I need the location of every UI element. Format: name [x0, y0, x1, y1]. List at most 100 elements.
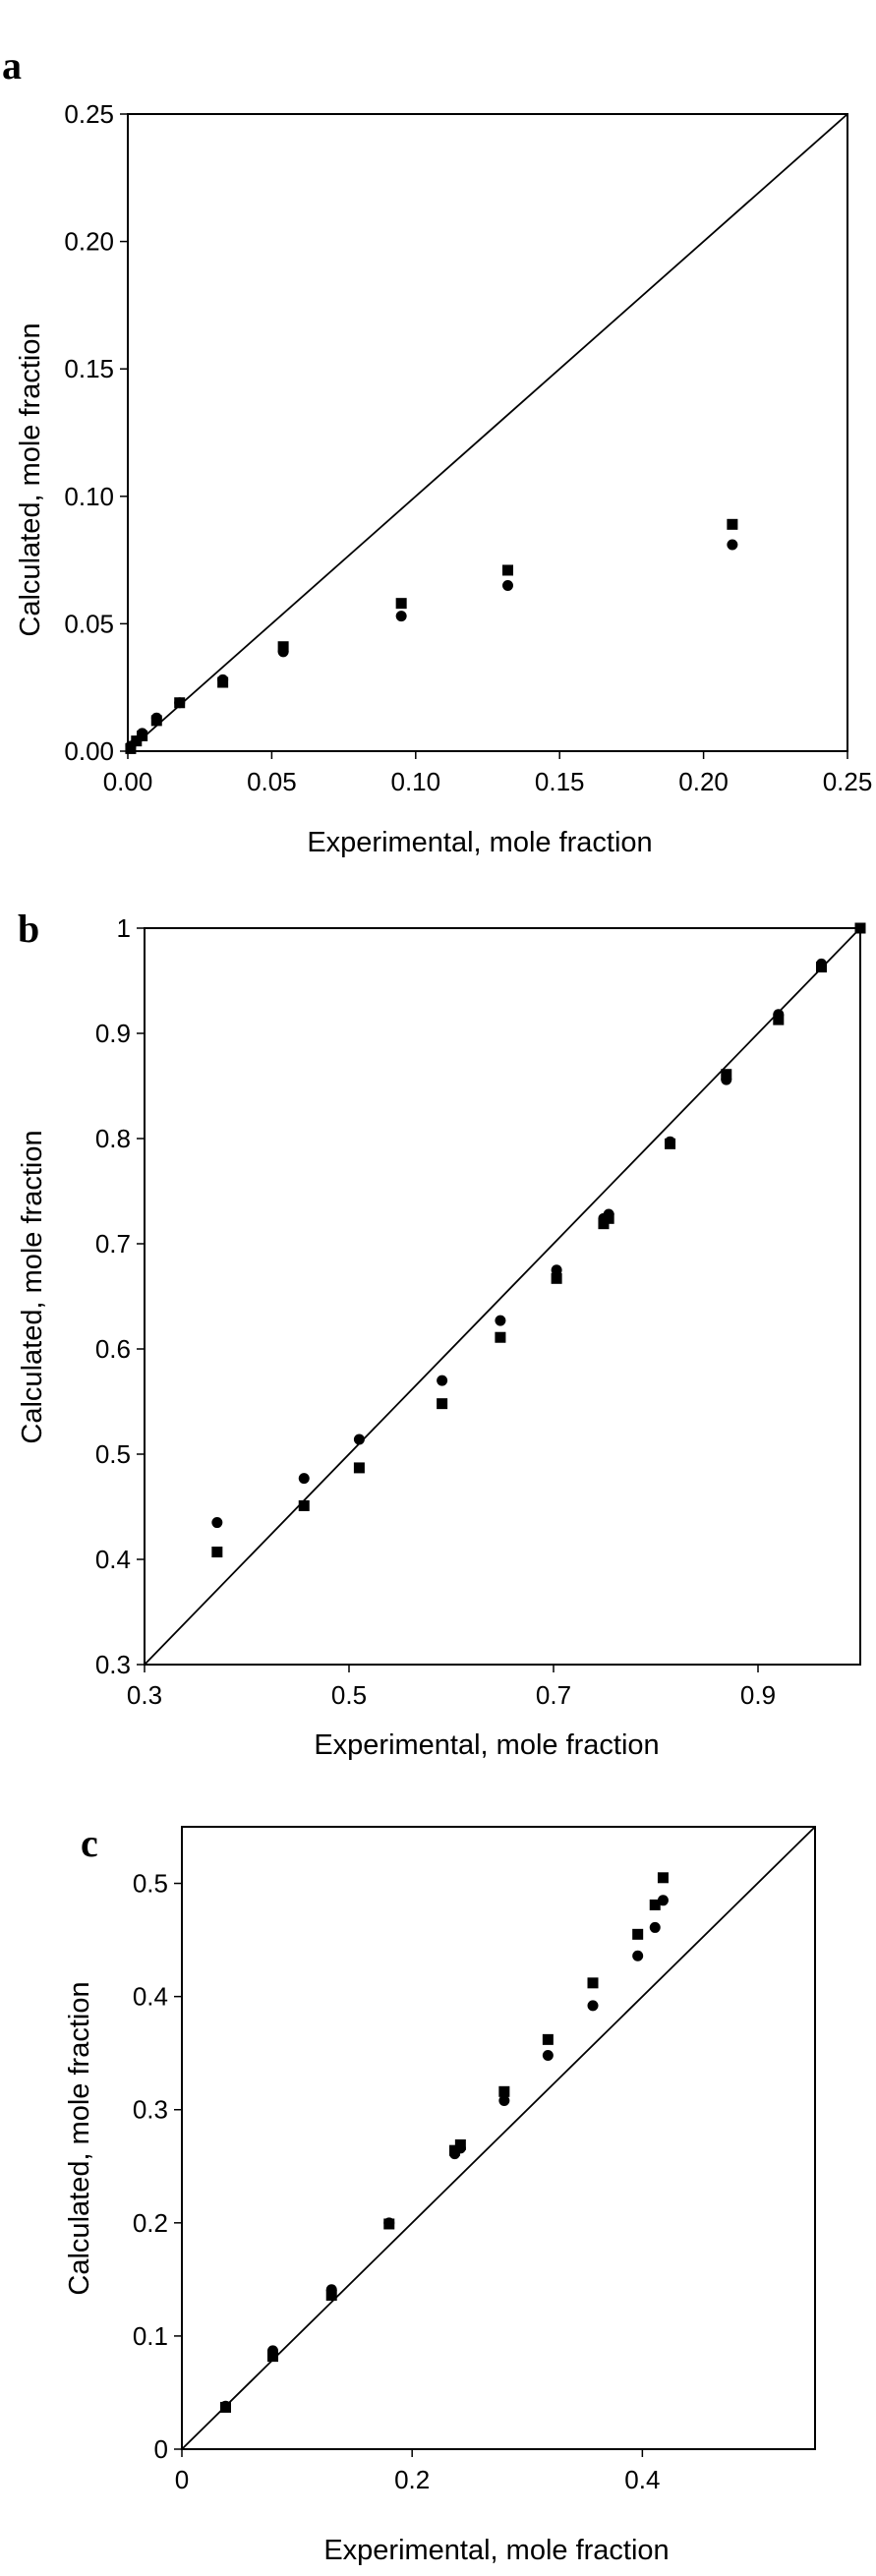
parity-line: [181, 1826, 816, 2450]
data-point-circle: [542, 2049, 554, 2061]
x-axis-title: Experimental, mole fraction: [307, 827, 652, 858]
y-tick-label: 0.8: [95, 1124, 131, 1153]
data-point-circle: [150, 712, 162, 724]
data-point-circle: [501, 580, 513, 592]
data-point-circle: [854, 922, 866, 934]
y-tick-label: 0.2: [133, 2208, 168, 2238]
chart-panel-a: a Experimental, mole fraction Calculated…: [2, 43, 872, 858]
y-tick-label: 0.7: [95, 1229, 131, 1259]
data-point-square: [495, 1331, 506, 1343]
data-point-square: [298, 1499, 310, 1511]
data-point-square: [632, 1928, 644, 1940]
x-axis-title: Experimental, mole fraction: [323, 2535, 669, 2566]
data-point-circle: [298, 1473, 310, 1485]
data-point-circle: [395, 611, 407, 622]
plot-frame: [181, 1826, 816, 2450]
y-tick-label: 0: [154, 2434, 168, 2464]
x-tick-label: 0.3: [127, 1680, 162, 1710]
y-tick-label: 0.10: [64, 482, 114, 511]
data-point-circle: [603, 1208, 614, 1220]
data-point-circle: [277, 646, 289, 658]
data-point-circle: [657, 1895, 669, 1906]
x-axis-title: Experimental, mole fraction: [314, 1729, 659, 1761]
parity-line: [127, 113, 848, 752]
data-point-circle: [454, 2142, 466, 2154]
data-point-circle: [587, 2000, 599, 2012]
panel-letter: a: [2, 43, 22, 88]
x-tick-label: 0.25: [823, 767, 873, 796]
data-point-circle: [219, 2400, 231, 2412]
y-tick-label: 0.20: [64, 227, 114, 257]
data-point-square: [353, 1462, 365, 1474]
y-tick-label: 0.05: [64, 609, 114, 638]
data-point-circle: [773, 1009, 785, 1021]
data-point-circle: [665, 1136, 676, 1147]
y-tick-label: 0.5: [95, 1439, 131, 1469]
data-point-circle: [551, 1264, 562, 1276]
data-point-circle: [383, 2217, 395, 2229]
x-tick-label: 0.5: [331, 1680, 367, 1710]
data-point-circle: [721, 1074, 732, 1085]
x-tick-label: 0.9: [740, 1680, 776, 1710]
data-point-circle: [267, 2345, 279, 2357]
data-point-circle: [211, 1517, 223, 1529]
data-point-circle: [217, 673, 229, 685]
data-point-circle: [649, 1921, 661, 1933]
plot-frame: [127, 113, 848, 752]
x-tick-label: 0.7: [536, 1680, 571, 1710]
y-tick-label: 0.3: [133, 2095, 168, 2125]
data-point-square: [542, 2033, 554, 2045]
chart-panel-b: b Experimental, mole fraction Calculated…: [17, 907, 866, 1761]
y-axis-title: Calculated, mole fraction: [17, 1130, 48, 1443]
data-point-square: [437, 1398, 448, 1410]
x-tick-label: 0.2: [394, 2465, 430, 2494]
data-point-square: [501, 564, 513, 576]
data-point-circle: [437, 1375, 448, 1386]
data-point-circle: [815, 958, 827, 969]
y-tick-label: 0.4: [95, 1545, 131, 1574]
data-point-circle: [727, 539, 738, 551]
data-point-circle: [174, 697, 186, 709]
data-point-circle: [498, 2095, 510, 2107]
chart-panel-c: c Experimental, mole fraction Calculated…: [64, 1821, 816, 2566]
y-tick-label: 0.1: [133, 2321, 168, 2351]
data-point-square: [211, 1547, 223, 1558]
y-axis-title: Calculated, mole fraction: [64, 1981, 95, 2295]
data-point-circle: [632, 1950, 644, 1961]
data-point-square: [727, 518, 738, 530]
x-tick-label: 0.05: [247, 767, 297, 796]
y-tick-label: 0.25: [64, 99, 114, 129]
y-tick-label: 0.9: [95, 1019, 131, 1048]
x-tick-label: 0.20: [678, 767, 729, 796]
data-point-circle: [325, 2284, 337, 2296]
x-tick-label: 0.15: [535, 767, 585, 796]
x-tick-label: 0.00: [103, 767, 153, 796]
data-point-square: [587, 1977, 599, 1989]
y-tick-label: 0.4: [133, 1982, 168, 2012]
y-tick-label: 0.3: [95, 1650, 131, 1679]
data-point-circle: [353, 1434, 365, 1445]
x-tick-label: 0.4: [624, 2465, 660, 2494]
data-point-square: [325, 2289, 337, 2301]
panel-letter: b: [18, 907, 39, 951]
data-point-square: [267, 2351, 279, 2363]
data-point-square: [551, 1272, 562, 1284]
data-point-circle: [131, 735, 143, 747]
parity-line: [144, 927, 861, 1666]
data-point-circle: [495, 1315, 506, 1326]
x-tick-label: 0: [175, 2465, 189, 2494]
data-point-square: [657, 1872, 669, 1884]
y-tick-label: 0.6: [95, 1334, 131, 1364]
y-tick-label: 0.5: [133, 1869, 168, 1899]
data-point-circle: [137, 728, 148, 739]
y-axis-title: Calculated, mole fraction: [15, 322, 46, 636]
y-tick-label: 0.15: [64, 354, 114, 383]
panel-letter: c: [81, 1821, 98, 1865]
y-tick-label: 1: [117, 913, 131, 943]
y-tick-label: 0.00: [64, 736, 114, 766]
x-tick-label: 0.10: [390, 767, 440, 796]
plot-frame: [144, 927, 861, 1666]
data-point-square: [649, 1899, 661, 1910]
data-point-square: [395, 598, 407, 610]
